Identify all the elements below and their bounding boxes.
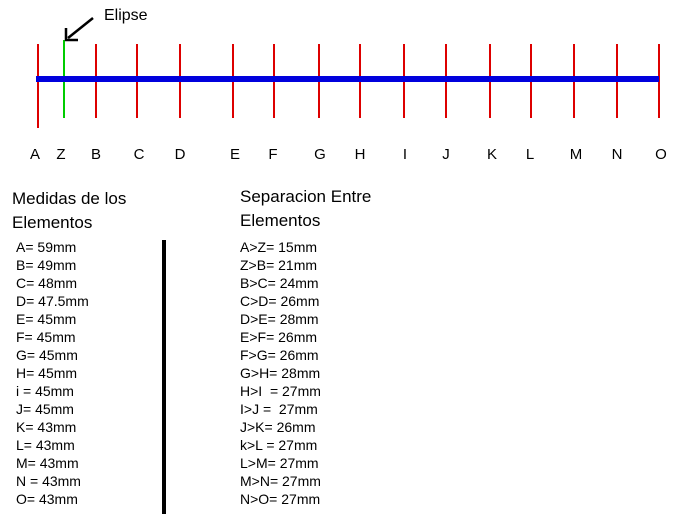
callout-arrow [67,17,94,39]
separation-item: J>K= 26mm [240,419,316,435]
separation-item: I>J = 27mm [240,401,318,417]
label-e: E [230,146,240,163]
elements-group [37,40,660,128]
separation-item: H>I = 27mm [240,383,321,399]
separation-heading: Separacion Entre Elementos [240,187,372,230]
measure-item: C= 48mm [16,275,78,291]
separation-item: L>M= 27mm [240,455,319,471]
separation-item: M>N= 27mm [240,473,321,489]
measures-list: A= 59mm B= 49mm C= 48mm D= 47.5mm E= 45mm F= … [16,238,89,508]
separation-item: A>Z= 15mm [240,239,318,255]
measure-item: D= 47.5mm [16,293,89,309]
label-a: A [30,146,40,163]
separation-list: A>Z= 15mm Z>B= 21mm B>C= 24mm C>D= 26mm D>E=… [240,238,321,508]
separation-item: k>L = 27mm [240,437,318,453]
label-h: H [355,146,366,163]
label-k: K [487,146,497,163]
measure-item: N = 43mm [16,473,81,489]
label-n: N [612,146,623,163]
separation-item: N>O= 27mm [240,491,321,507]
ellipse-callout: Elipse [64,7,148,42]
callout-arrow-head [64,28,78,42]
measure-item: G= 45mm [16,347,78,363]
measure-item: M= 43mm [16,455,79,471]
label-l: L [526,146,534,163]
measure-item: B= 49mm [16,257,77,273]
label-c: C [134,146,145,163]
separation-item: C>D= 26mm [240,293,320,309]
measure-item: E= 45mm [16,311,77,327]
measure-item: L= 43mm [16,437,75,453]
label-b: B [91,146,101,163]
callout-label: Elipse [104,7,148,24]
label-i: I [403,146,407,163]
label-g: G [314,146,326,163]
measure-item: i = 45mm [16,383,74,399]
separation-item: G>H= 28mm [240,365,321,381]
separation-item: D>E= 28mm [240,311,319,327]
measures-heading: Medidas de los Elementos [12,189,127,232]
label-o: O [655,146,667,163]
separation-item: F>G= 26mm [240,347,319,363]
divider [162,240,166,514]
label-d: D [175,146,186,163]
separation-item: E>F= 26mm [240,329,318,345]
label-z: Z [56,146,65,163]
separation-item: Z>B= 21mm [240,257,318,273]
measure-item: H= 45mm [16,365,78,381]
measure-item: F= 45mm [16,329,76,345]
separation-item: B>C= 24mm [240,275,319,291]
label-f: F [268,146,277,163]
measure-item: J= 45mm [16,401,74,417]
measure-item: O= 43mm [16,491,78,507]
label-m: M [570,146,583,163]
measure-item: A= 59mm [16,239,77,255]
label-j: J [442,146,450,163]
measure-item: K= 43mm [16,419,77,435]
